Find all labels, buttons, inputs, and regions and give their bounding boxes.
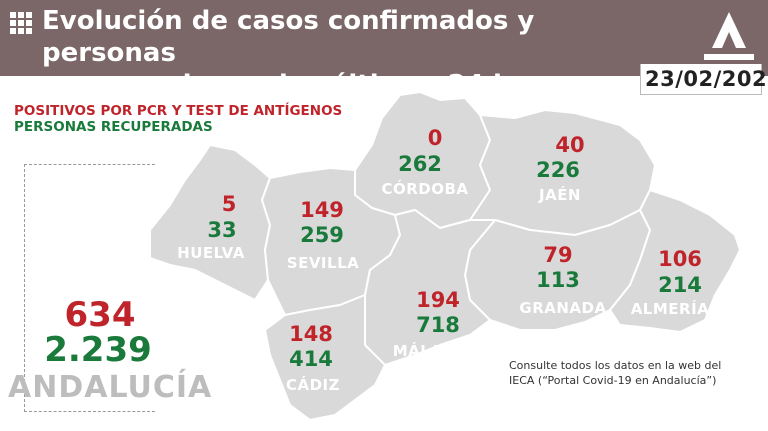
map-region-huelva — [149, 144, 271, 301]
cordoba-recovered: 262 — [398, 152, 442, 176]
malaga-label: MÁLAGA — [392, 342, 468, 360]
cordoba-positives: 0 — [427, 126, 443, 150]
report-date: 23/02/2021 — [645, 67, 768, 91]
legend-positives: POSITIVOS POR PCR Y TEST DE ANTÍGENOS — [14, 103, 343, 119]
cadiz-recovered: 414 — [289, 347, 333, 371]
map-region-cadiz — [264, 294, 386, 421]
title-line-2: recuperadas en las últimas 24 horas — [42, 70, 576, 100]
granada-positives: 79 — [543, 243, 573, 267]
title-line-1: Evolución de casos confirmados y persona… — [42, 6, 535, 68]
map-region-malaga — [364, 209, 496, 366]
sevilla-recovered: 259 — [300, 223, 344, 247]
jaen-label: JAÉN — [539, 186, 581, 204]
huelva-positives: 5 — [221, 192, 237, 216]
grid-icon — [10, 12, 32, 34]
source-note-line-2: IECA (“Portal Covid-19 en Andalucía”) — [509, 374, 717, 387]
total-recovered: 2.239 — [44, 330, 152, 370]
source-note: Consulte todos los datos en la web del I… — [509, 358, 721, 388]
source-note-line-1: Consulte todos los datos en la web del — [509, 359, 722, 372]
header-bar — [0, 0, 768, 76]
cadiz-label: CÁDIZ — [285, 376, 341, 394]
jaen-positives: 40 — [555, 133, 585, 157]
almeria-positives: 106 — [658, 247, 702, 271]
junta-andalucia-logo-icon — [704, 12, 754, 60]
malaga-recovered: 718 — [416, 313, 460, 337]
total-positives: 634 — [64, 295, 136, 335]
granada-recovered: 113 — [536, 268, 580, 292]
huelva-label: HUELVA — [177, 244, 245, 262]
page-title: Evolución de casos confirmados y persona… — [42, 5, 642, 101]
cadiz-positives: 148 — [289, 322, 333, 346]
malaga-positives: 194 — [416, 288, 460, 312]
map-region-almeria — [609, 189, 741, 333]
jaen-recovered: 226 — [536, 158, 580, 182]
almeria-label: ALMERÍA — [630, 300, 710, 318]
granada-label: GRANADA — [519, 299, 607, 317]
total-bracket — [24, 164, 155, 412]
sevilla-label: SEVILLA — [286, 254, 360, 272]
sevilla-positives: 149 — [300, 198, 344, 222]
almeria-recovered: 214 — [658, 273, 702, 297]
legend-recovered: PERSONAS RECUPERADAS — [14, 119, 213, 135]
total-label: ANDALUCÍA — [8, 370, 213, 405]
date-box — [640, 64, 762, 95]
cordoba-label: CÓRDOBA — [381, 180, 469, 198]
huelva-recovered: 33 — [207, 218, 237, 242]
